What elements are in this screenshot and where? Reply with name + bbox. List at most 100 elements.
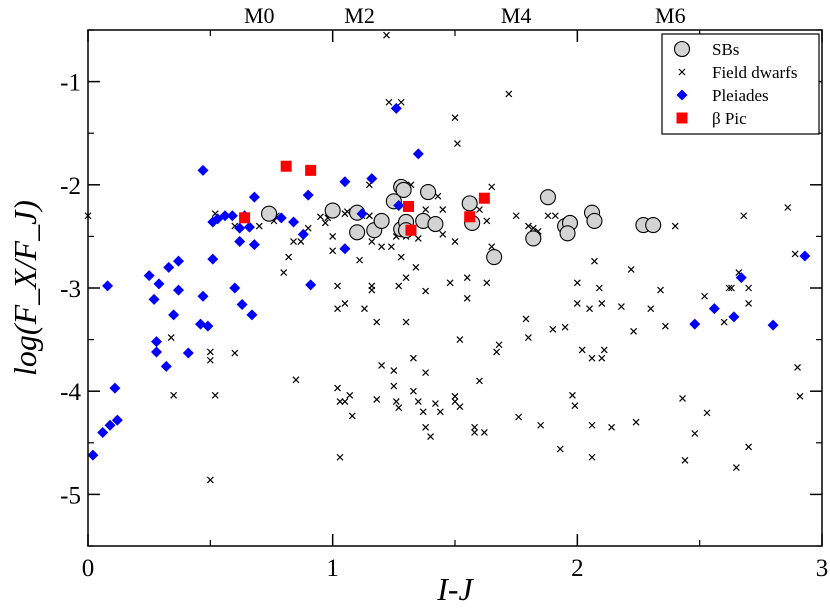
data-point: [627, 265, 635, 273]
data-point: [446, 279, 454, 287]
data-point: [657, 286, 664, 294]
data-point: [689, 318, 701, 330]
data-point: [168, 309, 180, 321]
data-point: [334, 384, 341, 392]
data-point: [173, 255, 185, 267]
data-point: [454, 140, 461, 147]
data-point: [573, 279, 581, 287]
data-point: [153, 278, 165, 290]
data-point: [414, 235, 422, 242]
data-point: [432, 400, 439, 408]
data-point: [305, 164, 317, 176]
data-point: [393, 199, 405, 211]
data-point: [151, 336, 163, 348]
series-pic: [239, 160, 490, 236]
x-tick-label: 2: [571, 555, 584, 582]
data-point: [735, 272, 747, 284]
data-point: [725, 284, 733, 292]
data-point: [427, 433, 434, 441]
data-point: [390, 367, 398, 374]
data-point: [336, 453, 344, 461]
series-sbs: [261, 178, 662, 266]
data-point: [368, 286, 376, 294]
data-point: [512, 212, 520, 220]
data-point: [422, 206, 430, 213]
data-point: [420, 183, 437, 201]
data-point: [248, 239, 260, 251]
data-point: [236, 299, 248, 311]
data-point: [248, 191, 260, 203]
data-point: [392, 398, 400, 405]
data-point: [573, 300, 581, 307]
data-point: [302, 189, 314, 201]
data-point: [559, 225, 576, 242]
data-point: [104, 419, 116, 431]
data-point: [87, 449, 99, 461]
data-point: [239, 212, 251, 224]
data-point: [461, 195, 478, 212]
data-point: [480, 429, 488, 436]
data-point: [109, 382, 121, 394]
data-point: [476, 206, 483, 213]
data-point: [304, 224, 312, 232]
data-point: [796, 392, 804, 400]
data-point: [324, 202, 341, 219]
data-point: [439, 206, 447, 213]
data-point: [578, 346, 586, 354]
data-point: [434, 192, 442, 200]
data-point: [339, 243, 351, 255]
data-point: [385, 98, 393, 106]
data-point: [617, 303, 625, 311]
data-point: [681, 456, 689, 464]
data-point: [478, 192, 490, 204]
spectral-type-label: M0: [244, 3, 275, 28]
data-point: [471, 429, 478, 436]
data-point: [321, 219, 329, 227]
data-point: [456, 336, 464, 344]
data-point: [297, 238, 305, 245]
axis-ticks: 0 1 2 3 -5 -4 -3 -2 -1 M0 M2 M4 M6: [60, 3, 828, 582]
x-tick-label: 0: [82, 555, 95, 582]
data-point: [732, 464, 740, 471]
data-point: [403, 200, 415, 212]
data-point: [334, 305, 341, 313]
data-point: [588, 453, 596, 461]
data-point: [505, 90, 513, 98]
data-point: [439, 230, 447, 238]
data-point: [495, 341, 503, 349]
data-point: [211, 391, 219, 399]
data-point: [451, 392, 459, 400]
data-point: [412, 263, 420, 271]
y-tick-label: -5: [60, 482, 81, 509]
data-point: [148, 293, 160, 305]
data-point: [339, 176, 351, 188]
data-point: [160, 360, 172, 372]
data-point: [427, 215, 444, 233]
data-point: [383, 31, 390, 39]
data-point: [261, 205, 278, 222]
data-point: [569, 391, 576, 399]
data-point: [395, 404, 403, 412]
data-point: [671, 222, 679, 230]
data-point: [341, 300, 349, 307]
data-point: [551, 212, 559, 220]
data-point: [784, 204, 792, 211]
data-point: [767, 319, 779, 331]
data-point: [329, 247, 337, 255]
data-point: [285, 253, 293, 261]
data-point: [463, 274, 471, 282]
data-point: [571, 402, 579, 410]
spectral-type-label: M4: [501, 3, 532, 28]
data-point: [486, 248, 503, 266]
data-point: [691, 430, 699, 437]
data-point: [390, 102, 402, 114]
data-point: [679, 394, 686, 402]
data-point: [243, 221, 255, 233]
data-point: [463, 294, 471, 302]
data-point: [163, 261, 175, 273]
data-point: [598, 354, 606, 362]
y-axis-label: log(F_X/F_J): [7, 200, 43, 376]
data-point: [456, 403, 464, 411]
data-point: [395, 181, 412, 199]
legend-label: β Pic: [712, 109, 747, 128]
